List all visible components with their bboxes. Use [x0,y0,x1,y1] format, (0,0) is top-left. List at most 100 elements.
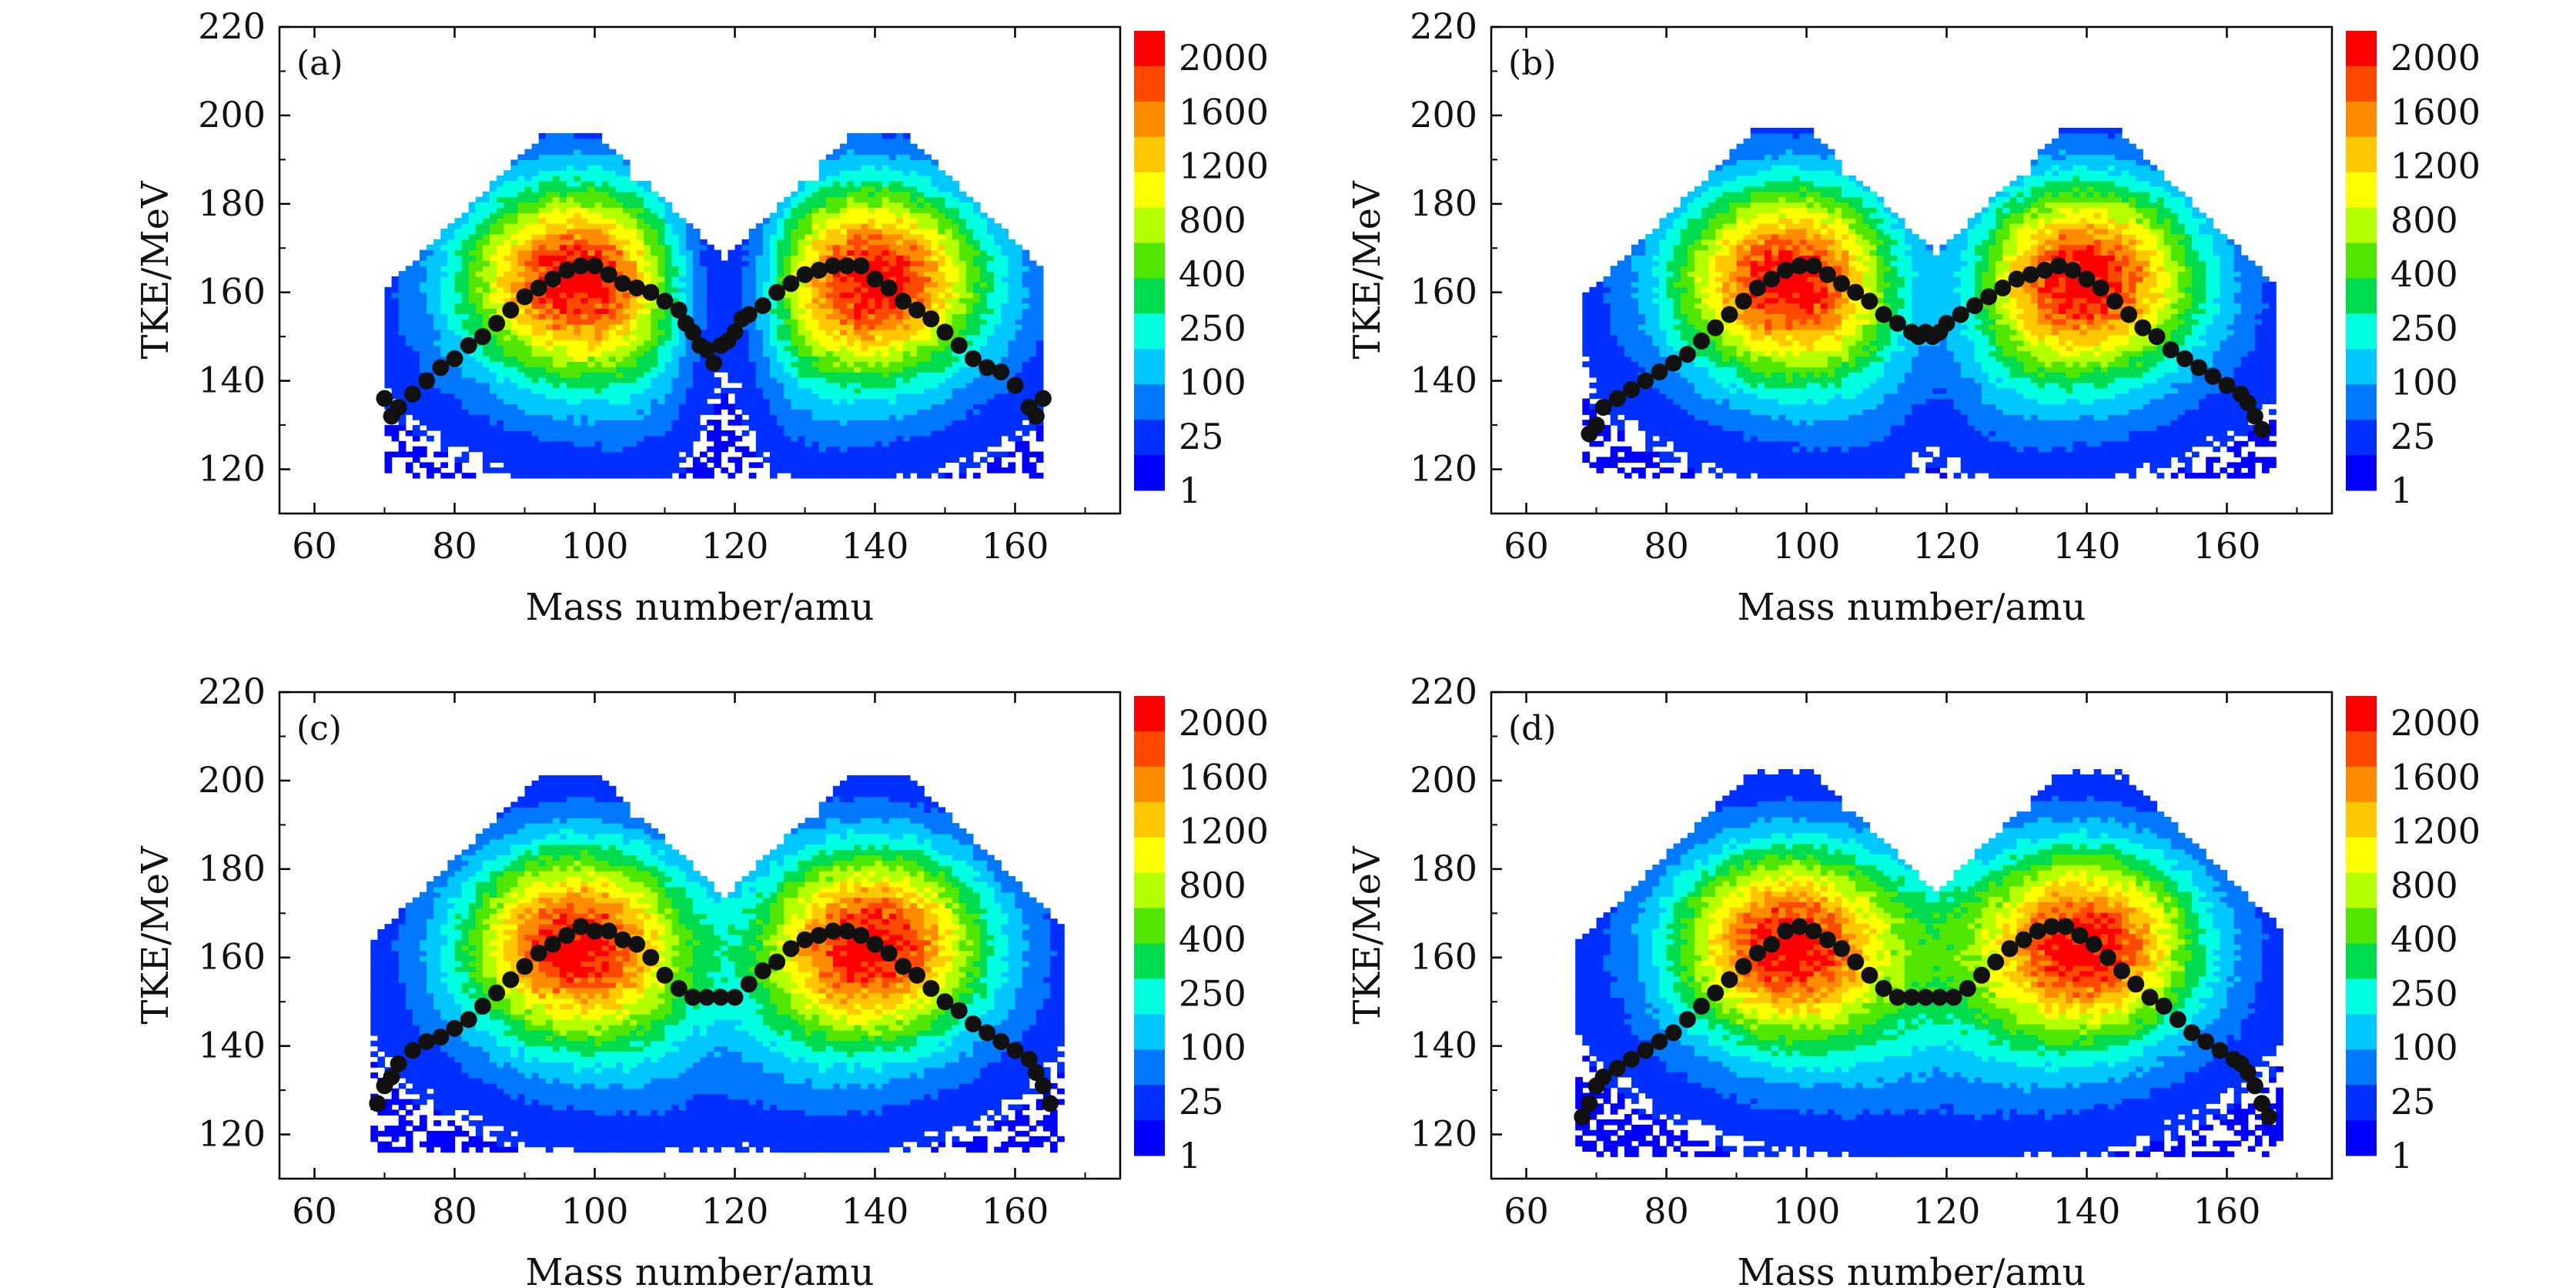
heatmap-cell [987,308,995,314]
heatmap-cell [440,313,448,319]
heatmap-cell [384,313,393,319]
heatmap-cell [545,345,554,352]
heatmap-cell [482,260,490,266]
heatmap-cell [657,319,666,325]
heatmap-cell [1035,435,1044,442]
heatmap-cell [741,255,750,261]
heatmap-cell [637,420,644,426]
heatmap-cell [468,260,477,266]
heatmap-cell [714,308,721,314]
heatmap-cell [440,350,448,357]
heatmap-cell [784,366,791,373]
heatmap-cell [651,303,658,309]
heatmap-cell [847,276,855,283]
heatmap-cell [490,297,497,304]
mean-tke-point [460,336,477,354]
heatmap-cell [965,292,974,299]
heatmap-cell [755,409,764,415]
heatmap-cell [433,398,441,405]
mean-tke-point [403,385,421,403]
heatmap-cell [945,356,953,362]
plot-frame [278,25,1122,515]
heatmap-cell [972,387,981,394]
heatmap-cell [762,218,771,224]
heatmap-cell [622,473,631,479]
heatmap-cell [490,356,497,362]
heatmap-cell [560,202,567,208]
heatmap-cell [832,207,841,213]
heatmap-cell [1035,324,1044,330]
heatmap-cell [895,403,904,410]
heatmap-cell [945,260,953,266]
heatmap-cell [910,345,918,352]
heatmap-cell [1035,451,1044,458]
heatmap-cell [972,260,981,266]
heatmap-cell [994,297,1002,304]
heatmap-cell [524,430,533,437]
heatmap-cell [447,425,456,431]
heatmap-cell [938,308,946,314]
heatmap-cell [825,191,834,198]
heatmap-cell [952,324,960,330]
heatmap-cell [517,180,526,187]
heatmap-cell [594,356,603,362]
heatmap-cell [574,324,581,330]
heatmap-cell [574,435,581,442]
mean-tke-point [866,270,884,288]
heatmap-cell [490,467,497,473]
heatmap-cell [447,345,456,352]
heatmap-cell [832,297,841,304]
heatmap-cell [868,350,876,357]
heatmap-cell [861,313,868,319]
heatmap-cell [461,266,470,272]
heatmap-cell [517,467,526,473]
heatmap-cell [868,409,876,415]
heatmap-cell [847,356,855,362]
heatmap-cell [398,350,406,357]
heatmap-cell [882,271,890,277]
heatmap-cell [875,138,883,145]
heatmap-cell [854,382,861,389]
heatmap-cell [594,350,603,357]
heatmap-cell [931,186,938,192]
heatmap-cell [952,403,960,410]
heatmap-cell [945,382,953,389]
heatmap-cell [1022,308,1030,314]
heatmap-cell [798,414,806,420]
heatmap-cell [545,186,554,192]
heatmap-cell [895,440,904,447]
heatmap-cell [734,398,743,405]
heatmap-cell [980,414,988,420]
heatmap-cell [615,170,624,176]
heatmap-cell [777,255,785,261]
heatmap-cell [671,393,680,400]
heatmap-cell [917,207,925,213]
heatmap-cell [825,229,834,235]
heatmap-cell [784,403,791,410]
heatmap-cell [433,239,441,246]
heatmap-cell [938,440,946,447]
heatmap-cell [630,255,637,261]
heatmap-cell [601,233,610,240]
heatmap-cell [805,345,813,352]
heatmap-cell [777,229,785,235]
heatmap-cell [945,435,953,442]
heatmap-cell [818,440,827,447]
heatmap-cell [840,180,848,187]
heatmap-cell [882,420,890,426]
heatmap-cell [700,334,708,341]
heatmap-cell [888,249,897,256]
heatmap-cell [608,207,617,213]
heatmap-cell [664,382,673,389]
heatmap-cell [503,191,511,198]
heatmap-cell [594,462,603,468]
heatmap-cell [657,345,666,352]
heatmap-cell [1022,286,1030,293]
heatmap-cell [1008,281,1016,288]
heatmap-cell [741,286,750,293]
heatmap-cell [868,207,876,213]
heatmap-cell [503,330,511,336]
heatmap-cell [384,303,393,309]
heatmap-cell [931,334,938,341]
heatmap-cell [622,372,631,378]
